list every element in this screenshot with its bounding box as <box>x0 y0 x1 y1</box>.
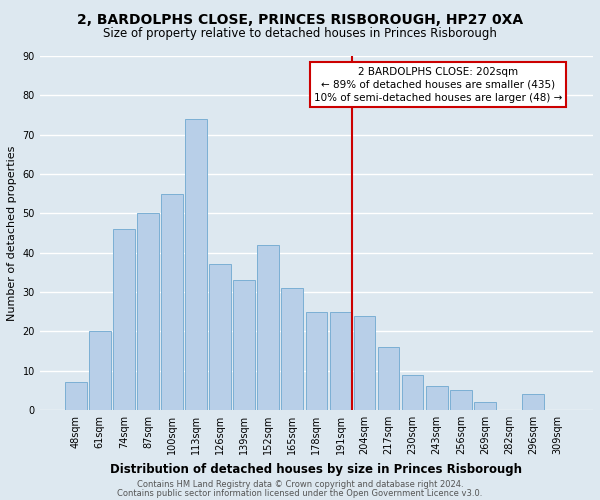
Bar <box>89 332 110 410</box>
Bar <box>113 229 134 410</box>
Bar <box>209 264 231 410</box>
Bar <box>522 394 544 410</box>
Bar <box>426 386 448 410</box>
Text: Size of property relative to detached houses in Princes Risborough: Size of property relative to detached ho… <box>103 28 497 40</box>
Text: 2 BARDOLPHS CLOSE: 202sqm
← 89% of detached houses are smaller (435)
10% of semi: 2 BARDOLPHS CLOSE: 202sqm ← 89% of detac… <box>314 66 562 103</box>
Bar <box>233 280 255 410</box>
Bar <box>402 374 424 410</box>
Bar <box>305 312 327 410</box>
Bar <box>378 347 400 410</box>
Bar <box>281 288 303 410</box>
Bar <box>354 316 376 410</box>
Bar <box>161 194 183 410</box>
X-axis label: Distribution of detached houses by size in Princes Risborough: Distribution of detached houses by size … <box>110 462 523 475</box>
Text: Contains HM Land Registry data © Crown copyright and database right 2024.: Contains HM Land Registry data © Crown c… <box>137 480 463 489</box>
Bar <box>474 402 496 410</box>
Y-axis label: Number of detached properties: Number of detached properties <box>7 146 17 320</box>
Bar <box>450 390 472 410</box>
Text: 2, BARDOLPHS CLOSE, PRINCES RISBOROUGH, HP27 0XA: 2, BARDOLPHS CLOSE, PRINCES RISBOROUGH, … <box>77 12 523 26</box>
Text: Contains public sector information licensed under the Open Government Licence v3: Contains public sector information licen… <box>118 488 482 498</box>
Bar <box>65 382 86 410</box>
Bar <box>137 214 159 410</box>
Bar <box>329 312 351 410</box>
Bar <box>257 245 279 410</box>
Bar <box>185 119 207 410</box>
